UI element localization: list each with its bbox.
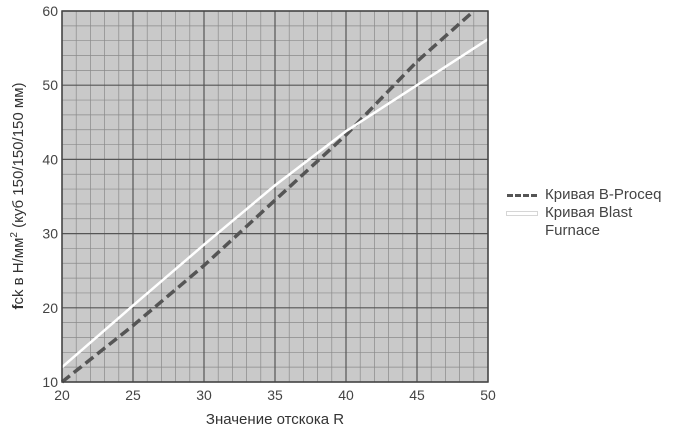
plot-border: [61, 10, 489, 383]
series-line-b-proceq: [60, 9, 475, 384]
series-line-blast-furnace: [61, 38, 489, 369]
y-axis-title-bold: f: [10, 304, 27, 310]
x-tick-label: 20: [54, 387, 70, 403]
legend-swatch-solid: [507, 212, 537, 215]
legend-label-blast-furnace-line1: Кривая Blast: [545, 204, 633, 221]
y-tick-labels: 10 20 30 40 50 60: [42, 3, 58, 390]
x-tick-label: 50: [480, 387, 496, 403]
y-tick-label: 40: [42, 151, 58, 167]
x-tick-label: 25: [125, 387, 141, 403]
y-axis-title-sup: 2: [9, 232, 20, 238]
y-tick-label: 50: [42, 77, 58, 93]
legend-label-blast-furnace-line2: Furnace: [545, 222, 601, 239]
y-tick-label: 60: [42, 3, 58, 19]
x-tick-label: 30: [196, 387, 212, 403]
x-axis-title: Значение отскока R: [206, 411, 344, 428]
x-tick-labels: 20 25 30 35 40 45 50: [54, 387, 496, 403]
x-tick-label: 45: [409, 387, 425, 403]
y-tick-label: 10: [42, 374, 58, 390]
x-tick-label: 40: [338, 387, 354, 403]
legend-item-b-proceq: Кривая B-Proceq: [507, 186, 692, 204]
legend-label-b-proceq: Кривая B-Proceq: [545, 186, 662, 203]
legend: Кривая B-Proceq Кривая Blast Furnace: [507, 186, 692, 240]
series-layer: [60, 9, 489, 384]
y-axis-title-tail: (куб 150/150/150 мм): [10, 82, 27, 232]
legend-item-blast-furnace: Кривая Blast Furnace: [507, 204, 692, 240]
y-tick-label: 20: [42, 300, 58, 316]
y-tick-label: 30: [42, 226, 58, 242]
y-axis-title-main: ck в Н/мм: [10, 238, 27, 305]
legend-swatch-dashed: [507, 194, 537, 197]
x-tick-label: 35: [267, 387, 283, 403]
y-axis-title: fck в Н/мм2 (куб 150/150/150 мм): [9, 82, 27, 309]
